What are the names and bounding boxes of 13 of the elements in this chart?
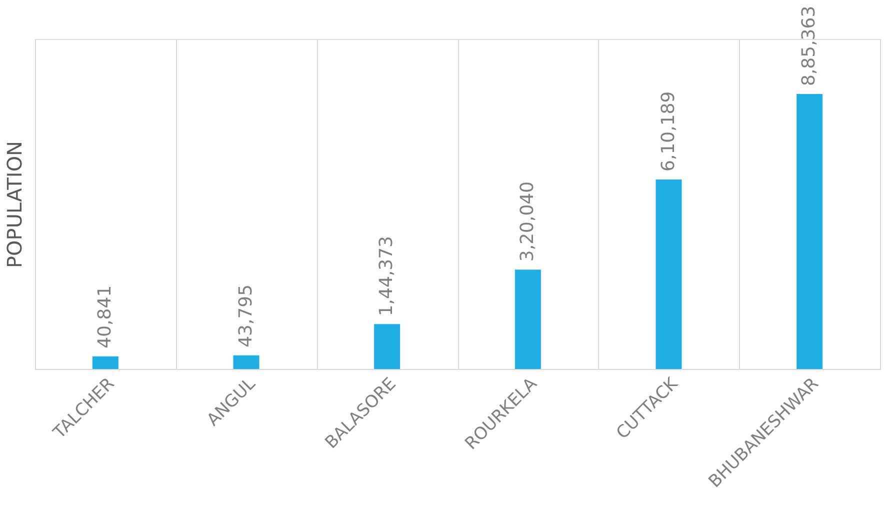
bar	[374, 324, 400, 369]
bar	[92, 356, 118, 369]
bar	[796, 94, 823, 369]
data-label: 1,44,373	[376, 236, 398, 316]
bar	[514, 270, 541, 369]
data-label: 6,10,189	[658, 91, 679, 172]
data-label: 43,795	[235, 284, 256, 348]
data-label: 40,841	[94, 285, 116, 348]
y-axis-title: POPULATION	[2, 140, 26, 268]
bar	[233, 355, 260, 369]
data-label: 3,20,040	[516, 181, 538, 262]
data-label: 8,85,363	[798, 6, 820, 86]
bar	[656, 179, 682, 369]
